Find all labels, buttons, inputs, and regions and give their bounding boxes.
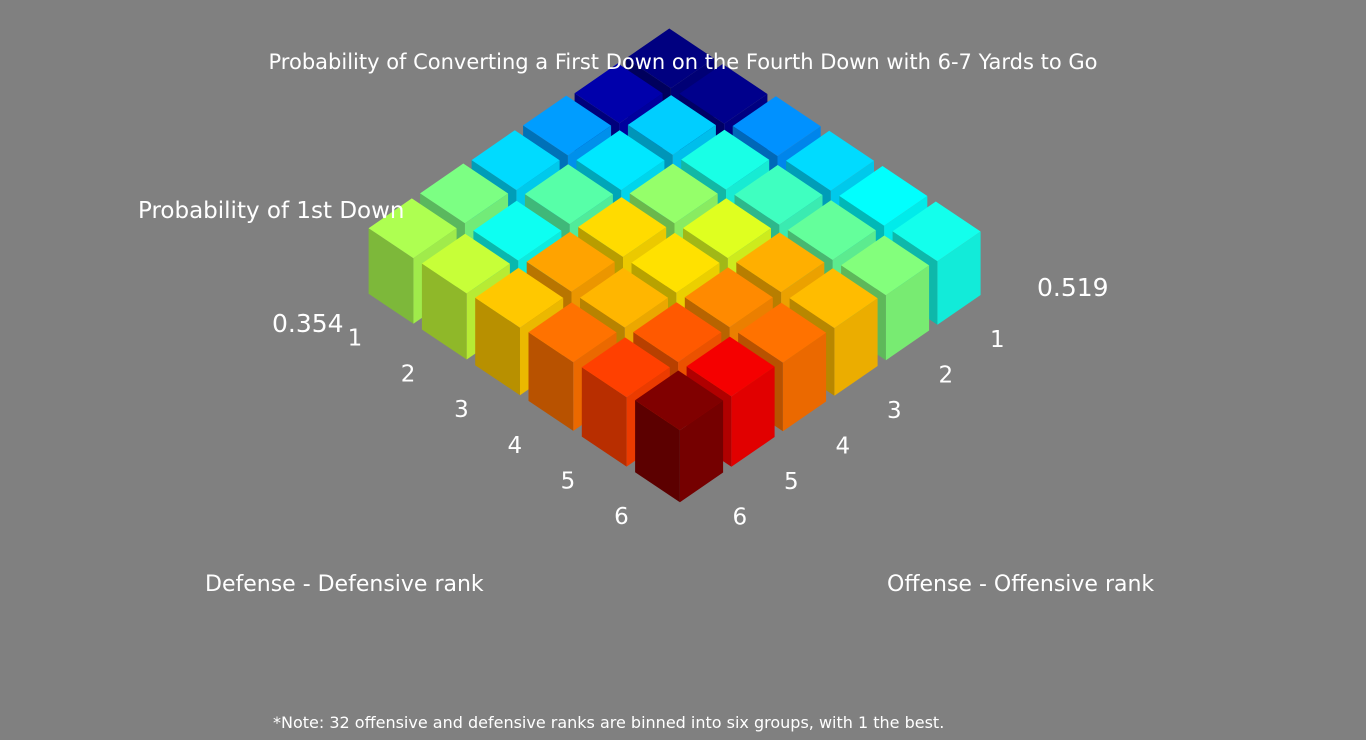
bar-side-right	[834, 298, 878, 396]
bar-top	[786, 130, 874, 191]
bar-top	[892, 201, 981, 262]
bar-top	[581, 337, 670, 398]
bar-top	[736, 232, 825, 293]
bar-top	[524, 164, 613, 225]
bar-top	[635, 370, 724, 431]
y-axis-title: Offense - Offensive rank	[887, 572, 1154, 597]
bar-top	[475, 267, 564, 328]
z-axis-label: Probability of 1st Down	[138, 198, 405, 224]
x-axis-title: Defense - Defensive rank	[205, 572, 484, 597]
bar-top	[679, 64, 768, 124]
bar-top	[473, 200, 562, 261]
x-tick-label: 2	[401, 361, 416, 387]
bar-top	[578, 197, 667, 257]
bar-side-left	[475, 297, 520, 396]
footnote: *Note: 32 offensive and defensive ranks …	[273, 713, 944, 732]
z-max-label: 0.519	[1037, 273, 1109, 302]
bar-side-right	[937, 231, 981, 325]
y-tick-label: 6	[732, 504, 747, 530]
y-tick-label: 2	[938, 362, 953, 388]
bar-top	[421, 233, 510, 294]
bar-top	[839, 166, 928, 226]
bar-top	[633, 302, 722, 363]
bar-top	[471, 130, 560, 191]
bar-top	[368, 198, 457, 259]
x-tick-label: 4	[507, 433, 522, 459]
y-tick-label: 5	[784, 469, 799, 495]
bar-top	[580, 267, 668, 328]
bar-side-right	[731, 366, 775, 467]
bar-side-left	[421, 263, 467, 360]
bar-top	[626, 28, 715, 89]
bar-side-right	[885, 265, 930, 361]
bar-top	[681, 129, 770, 190]
bar	[635, 370, 724, 503]
x-tick-label: 5	[561, 468, 576, 494]
bar-top	[576, 130, 665, 191]
z-min-label: 0.354	[272, 309, 344, 338]
bar-top	[734, 165, 823, 225]
bar-top	[732, 96, 821, 156]
bar-top	[683, 198, 771, 259]
y-tick-label: 4	[835, 433, 850, 459]
bar-top	[686, 336, 775, 397]
bar-side-left	[635, 400, 680, 503]
x-tick-label: 6	[614, 504, 629, 530]
bar-top	[528, 302, 617, 363]
bar-side-left	[581, 367, 627, 467]
bars-layer	[368, 28, 981, 503]
x-tick-label: 3	[454, 397, 469, 423]
bar-top	[631, 232, 720, 293]
bar-top	[526, 231, 615, 292]
y-tick-label: 1	[990, 327, 1005, 353]
bar-top	[841, 235, 930, 296]
x-tick-label: 1	[348, 326, 363, 352]
bar-top	[684, 267, 773, 328]
bar-top	[789, 268, 878, 329]
bar-top	[523, 95, 612, 156]
bar-top	[629, 163, 718, 224]
bar-top	[627, 95, 716, 155]
chart-title: Probability of Converting a First Down o…	[269, 50, 1098, 74]
bar-top	[787, 200, 876, 260]
bar-side-left	[368, 228, 414, 324]
bar-side-right	[782, 332, 827, 432]
bar-side-left	[528, 332, 574, 431]
bar-top	[738, 302, 827, 363]
y-tick-label: 3	[887, 398, 902, 424]
bar-top	[420, 163, 509, 224]
bar-side-right	[679, 400, 724, 503]
bar-top	[574, 63, 663, 124]
ticks-layer: 1 2 3 4 5 6 1 2 3 4 5 6	[348, 326, 1005, 531]
